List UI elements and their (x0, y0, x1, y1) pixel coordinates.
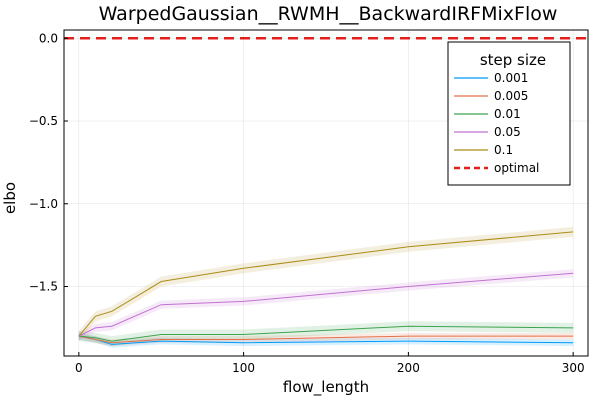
band-0.001 (78, 332, 574, 348)
x-tick-label: 200 (397, 361, 420, 375)
series-line-0.05 (78, 272, 574, 337)
band-0.01 (78, 321, 574, 347)
chart-title: WarpedGaussian__RWMH__BackwardIRFMixFlow (99, 3, 558, 25)
series-line-0.01 (78, 325, 574, 342)
legend-title: step size (480, 51, 546, 69)
series-line-0.1 (78, 231, 574, 337)
legend-entry-optimal: optimal (494, 161, 539, 175)
series-lines (78, 231, 574, 345)
legend: step size 0.001 0.005 0.01 0.05 0.1 optimal (447, 41, 571, 186)
legend-entry-0.1: 0.1 (494, 143, 513, 157)
series-line-0.005 (78, 335, 574, 344)
y-tick-label: 0.0 (39, 31, 58, 45)
legend-entry-0.005: 0.005 (494, 89, 528, 103)
y-tick-label: −0.5 (29, 114, 58, 128)
x-tick-label: 0 (75, 361, 83, 375)
x-tick-label: 100 (232, 361, 255, 375)
band-0.05 (78, 269, 574, 341)
legend-entry-0.05: 0.05 (494, 125, 521, 139)
x-axis-label: flow_length (283, 378, 369, 397)
y-tick-label: −1.5 (29, 279, 58, 293)
x-tick-label: 300 (562, 361, 585, 375)
legend-entry-0.01: 0.01 (494, 107, 521, 121)
x-ticks: 0 100 200 300 (75, 352, 585, 375)
plot-frame (63, 29, 589, 357)
y-axis-label: elbo (1, 182, 19, 214)
y-tick-label: −1.0 (29, 197, 58, 211)
confidence-bands (78, 226, 574, 348)
band-0.1 (78, 226, 574, 342)
legend-entry-0.001: 0.001 (494, 71, 528, 85)
y-ticks: 0.0 −0.5 −1.0 −1.5 (29, 31, 68, 293)
